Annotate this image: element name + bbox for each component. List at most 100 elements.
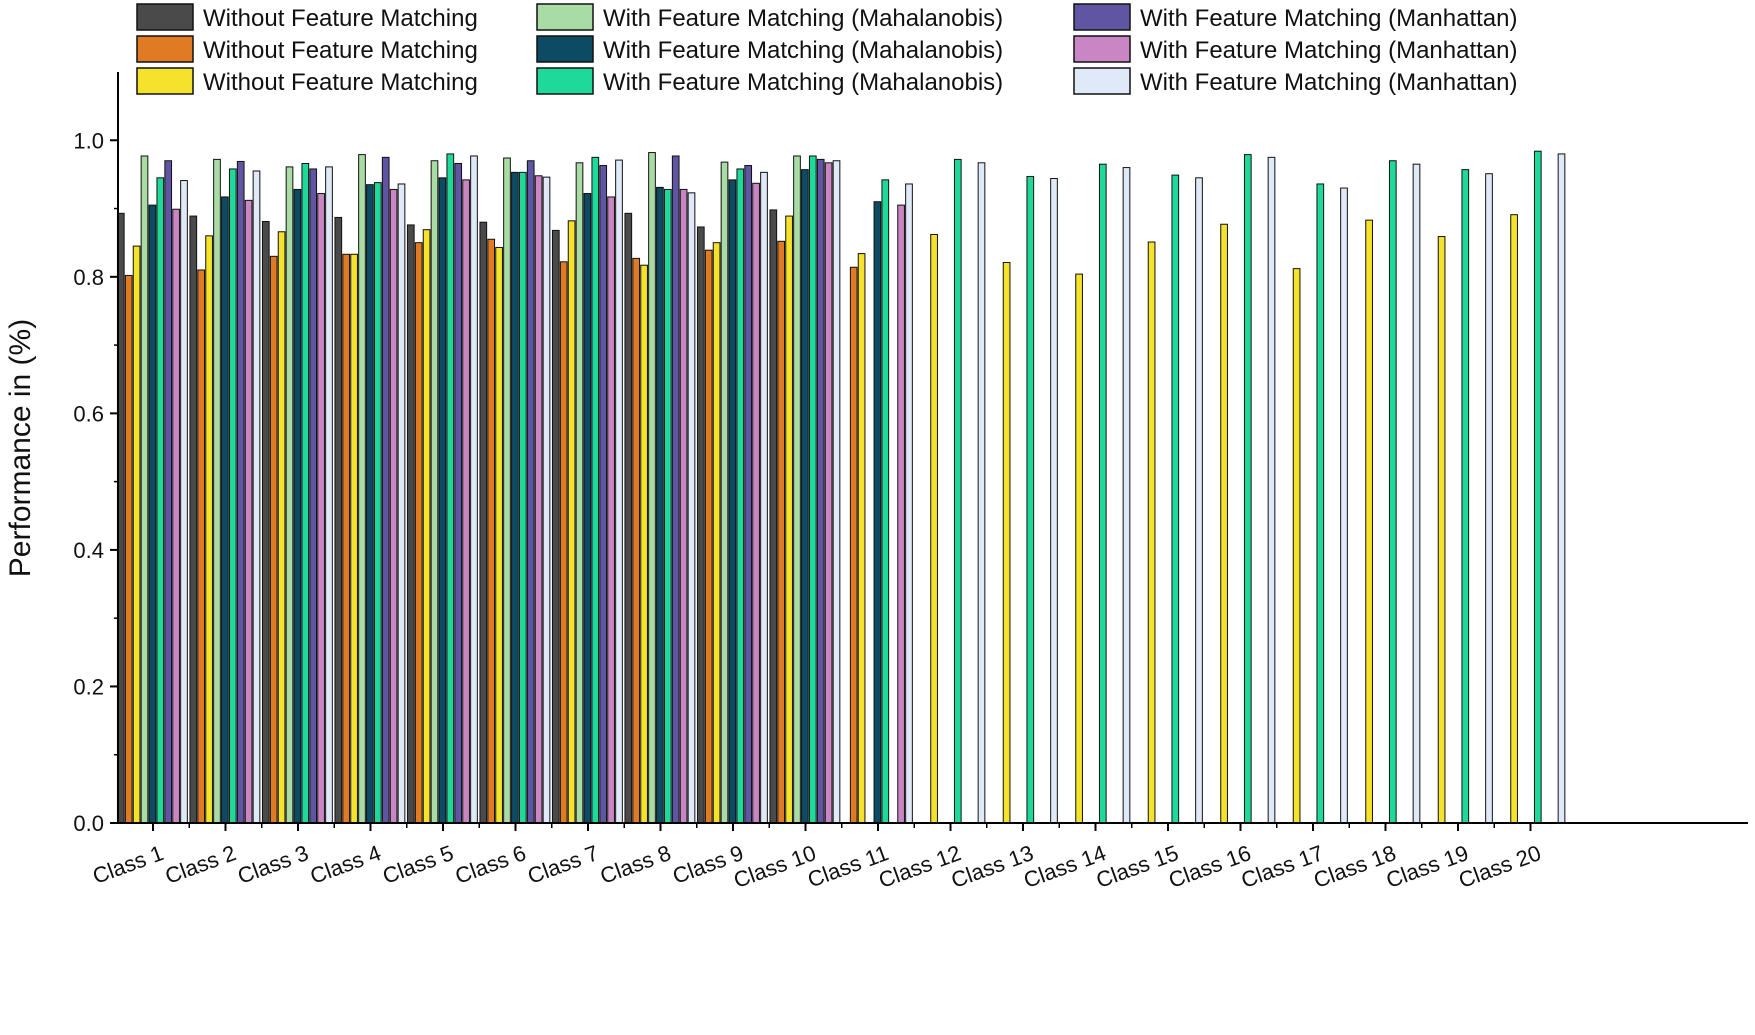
bar xyxy=(696,226,705,824)
bar xyxy=(591,156,600,824)
legend-label: With Feature Matching (Manhattan) xyxy=(1140,5,1518,32)
legend-label: Without Feature Matching xyxy=(203,5,478,32)
y-tick-label: 0.2 xyxy=(73,674,104,699)
bar xyxy=(760,171,768,824)
bar xyxy=(534,175,543,824)
bar xyxy=(849,266,858,824)
bar xyxy=(148,204,157,824)
x-category-label: Class 2 xyxy=(162,840,239,889)
bar xyxy=(1267,156,1276,824)
bar xyxy=(752,182,760,824)
bar xyxy=(744,165,753,824)
bar xyxy=(905,183,913,824)
bar xyxy=(816,158,825,824)
x-category-label: Class 8 xyxy=(597,840,674,889)
bar xyxy=(1220,223,1228,824)
bar xyxy=(777,240,786,824)
bar xyxy=(358,154,366,824)
bar xyxy=(1026,175,1035,824)
bar xyxy=(124,274,133,824)
bar xyxy=(624,212,633,824)
bar xyxy=(381,156,390,824)
bar xyxy=(559,261,568,824)
bar xyxy=(406,224,415,824)
bar xyxy=(640,264,648,824)
legend-swatch xyxy=(136,35,194,63)
bar xyxy=(769,209,778,824)
bar xyxy=(1050,178,1058,824)
bar xyxy=(430,160,439,824)
bar xyxy=(785,215,793,824)
x-category-label: Class 5 xyxy=(379,840,456,889)
bar xyxy=(1340,187,1348,824)
y-ticks: 0.0 0.2 0.4 0.6 0.8 1.0 xyxy=(73,128,118,836)
bar xyxy=(712,242,721,824)
bar xyxy=(487,238,496,824)
bar xyxy=(373,182,382,824)
legend: Without Feature Matching Without Feature … xyxy=(136,3,1518,96)
bar xyxy=(156,177,165,824)
bar xyxy=(599,165,608,824)
bar xyxy=(1171,174,1180,824)
legend-label: Without Feature Matching xyxy=(203,37,478,64)
x-category-label: Class 14 xyxy=(1020,840,1109,893)
bar xyxy=(857,253,866,824)
bar xyxy=(656,186,664,824)
bars-group xyxy=(116,150,1566,824)
bar xyxy=(1533,150,1542,824)
bar xyxy=(261,221,270,824)
x-category-label: Class 11 xyxy=(804,840,891,892)
bar xyxy=(221,196,229,824)
bar xyxy=(236,160,245,824)
bar xyxy=(462,179,470,824)
bar xyxy=(317,193,325,824)
bar xyxy=(252,170,261,824)
bar xyxy=(801,169,809,824)
bar xyxy=(180,180,188,824)
bar xyxy=(1002,261,1011,824)
bar xyxy=(446,153,455,824)
y-tick-label: 0.4 xyxy=(73,538,104,563)
bar xyxy=(575,162,584,824)
x-category-label: Class 3 xyxy=(234,840,311,889)
bar xyxy=(881,179,890,824)
bar xyxy=(1316,183,1325,824)
x-category-label: Class 6 xyxy=(452,840,529,889)
bar xyxy=(422,229,431,824)
bar xyxy=(1557,153,1566,824)
bar xyxy=(663,188,672,824)
legend-label: With Feature Matching (Mahalanobis) xyxy=(603,69,1003,96)
y-tick-label: 0.0 xyxy=(73,811,104,836)
x-category-label: Class 4 xyxy=(307,840,384,889)
legend-swatch xyxy=(1073,35,1131,63)
bar xyxy=(704,249,713,824)
bar xyxy=(438,177,447,824)
bar xyxy=(1437,236,1446,824)
y-tick-label: 0.8 xyxy=(73,265,104,290)
legend-swatch xyxy=(536,67,594,95)
bar xyxy=(1461,169,1470,824)
bar xyxy=(397,183,406,824)
bar xyxy=(454,162,463,824)
x-category-label: Class 15 xyxy=(1093,840,1182,893)
bar xyxy=(873,201,882,824)
bar xyxy=(277,231,286,824)
bar xyxy=(132,245,141,824)
bar xyxy=(615,159,623,824)
legend-swatch xyxy=(536,35,594,63)
x-category-label: Class 12 xyxy=(875,840,964,893)
bar xyxy=(551,229,560,824)
bar xyxy=(228,168,237,824)
bar xyxy=(470,155,478,824)
bar xyxy=(728,179,737,824)
bar xyxy=(414,242,423,824)
bar xyxy=(832,160,841,824)
legend-swatch xyxy=(536,3,594,31)
legend-swatch xyxy=(136,67,194,95)
bar xyxy=(479,221,488,824)
bar xyxy=(503,157,511,824)
bar xyxy=(977,162,986,824)
bar xyxy=(526,160,535,824)
